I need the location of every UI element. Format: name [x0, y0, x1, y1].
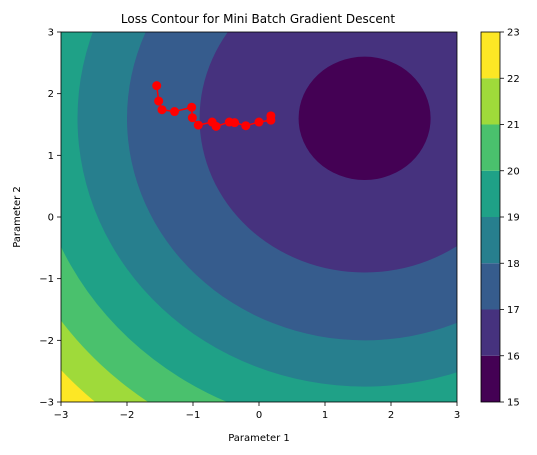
path-point [230, 118, 240, 128]
colorbar-tick-label: 22 [507, 74, 520, 85]
chart-title: Loss Contour for Mini Batch Gradient Des… [121, 12, 395, 26]
colorbar-tick-label: 16 [507, 351, 520, 362]
path-point [266, 111, 276, 121]
path-point [170, 107, 180, 117]
y-tick-label: 1 [48, 151, 54, 162]
colorbar-tick-label: 21 [507, 120, 520, 131]
x-tick-label: −1 [186, 410, 201, 421]
colorbar-segment [481, 263, 500, 310]
y-tick-label: −2 [39, 336, 54, 347]
colorbar-tick-label: 19 [507, 213, 520, 224]
x-tick-label: 3 [454, 410, 460, 421]
path-point [211, 121, 221, 131]
path-point [254, 117, 264, 127]
colorbar-segment [481, 78, 500, 125]
x-tick-label: 0 [256, 410, 262, 421]
optimization-path [152, 81, 276, 131]
colorbar-segment [481, 217, 500, 264]
y-tick-label: −1 [39, 274, 54, 285]
colorbar-segment [481, 170, 500, 217]
y-axis-label: Parameter 2 [12, 186, 23, 248]
colorbar-tick-label: 15 [507, 398, 520, 409]
path-point [187, 102, 197, 112]
x-tick-label: −3 [54, 410, 69, 421]
colorbar-segment [481, 124, 500, 171]
colorbar-tick-label: 17 [507, 305, 520, 316]
x-tick-label: −2 [120, 410, 135, 421]
y-tick-label: 0 [48, 213, 54, 224]
y-tick-label: 3 [48, 28, 54, 39]
path-point [187, 113, 197, 123]
contour-band-0 [298, 56, 431, 180]
path-point [157, 105, 167, 115]
path-point [154, 96, 164, 106]
colorbar-segment [481, 32, 500, 79]
colorbar-tick-label: 23 [507, 28, 520, 39]
x-tick-label: 1 [322, 410, 328, 421]
y-tick-label: 2 [48, 89, 54, 100]
path-point [193, 120, 203, 130]
x-tick-label: 2 [388, 410, 394, 421]
colorbar-segment [481, 355, 500, 402]
y-axis: −3 −2 −1 0 1 2 3 [39, 28, 61, 409]
colorbar: 15 16 17 18 19 20 21 22 23 [480, 28, 520, 409]
x-axis-label: Parameter 1 [228, 433, 290, 444]
y-tick-label: −3 [39, 398, 54, 409]
colorbar-tick-label: 18 [507, 259, 520, 270]
path-point [152, 81, 162, 91]
colorbar-tick-label: 20 [507, 166, 520, 177]
x-axis: −3 −2 −1 0 1 2 3 [54, 402, 460, 421]
path-point [241, 121, 251, 131]
colorbar-segment [481, 309, 500, 356]
